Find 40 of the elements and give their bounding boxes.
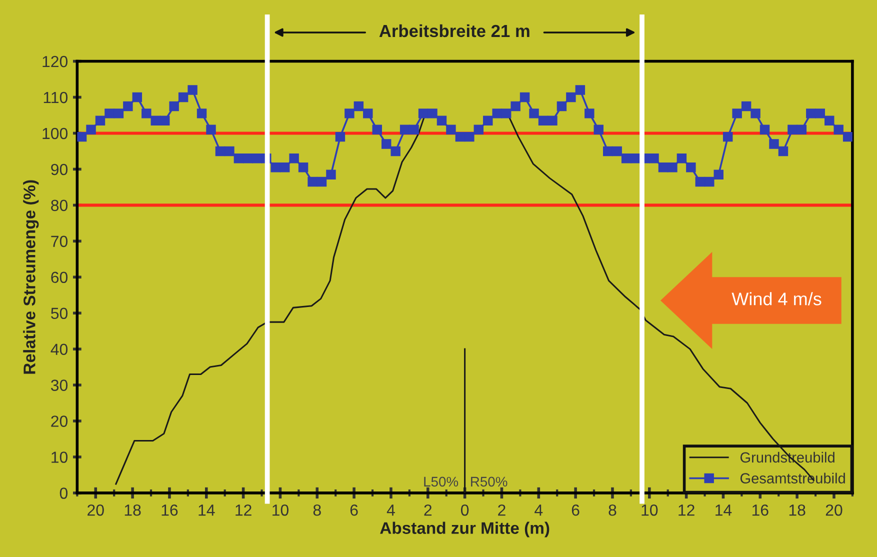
y-tick-label: 10 [52, 452, 68, 463]
y-tick-label: 40 [50, 344, 68, 355]
y-tick-label: 90 [51, 164, 68, 176]
x-tick-label: 4 [386, 504, 395, 516]
x-tick-label: 14 [716, 504, 732, 516]
annotation: R50% [471, 476, 508, 487]
y-tick-label: 120 [42, 56, 68, 68]
x-tick-label: 20 [826, 504, 842, 516]
x-tick-label: 10 [272, 504, 288, 516]
x-tick-label: 8 [608, 504, 616, 516]
y-tick-label: 70 [51, 236, 68, 248]
y-tick-label: 20 [51, 416, 68, 427]
annotation: L50% [424, 476, 458, 487]
x-tick-label: 6 [350, 504, 358, 516]
x-tick-label: 16 [752, 504, 768, 516]
x-tick-label: 10 [642, 504, 658, 516]
y-tick-label: 80 [51, 200, 68, 212]
y-tick-label: 50 [51, 308, 68, 320]
x-tick-label: 0 [460, 504, 469, 516]
y-tick-label: 100 [42, 128, 68, 140]
x-tick-label: 2 [424, 504, 432, 516]
x-tick-label: 4 [534, 504, 543, 516]
text: Arbeitsbreite 21 m [379, 24, 530, 38]
annotation: Wind 4 m/s [732, 292, 822, 306]
x-tick-label: 18 [124, 504, 141, 516]
x-tick-label: 14 [198, 504, 215, 516]
y-tick-label: 60 [51, 272, 68, 284]
x-axis-title: Abstand zur Mitte (m) [380, 522, 550, 538]
x-tick-label: 12 [678, 504, 694, 516]
x-tick-label: 6 [572, 504, 580, 516]
x-tick-label: 8 [313, 504, 321, 516]
x-tick-label: 16 [162, 504, 178, 516]
y-tick-label: 0 [60, 488, 68, 499]
x-tick-label: 18 [789, 504, 806, 516]
y-tick-label: 110 [44, 92, 68, 104]
y-axis-title: Relative Streumenge (%) [23, 180, 39, 374]
y-tick-label: 30 [50, 380, 68, 391]
x-tick-label: 2 [498, 504, 506, 516]
x-tick-label: 12 [236, 504, 252, 516]
x-tick-label: 20 [88, 504, 104, 516]
